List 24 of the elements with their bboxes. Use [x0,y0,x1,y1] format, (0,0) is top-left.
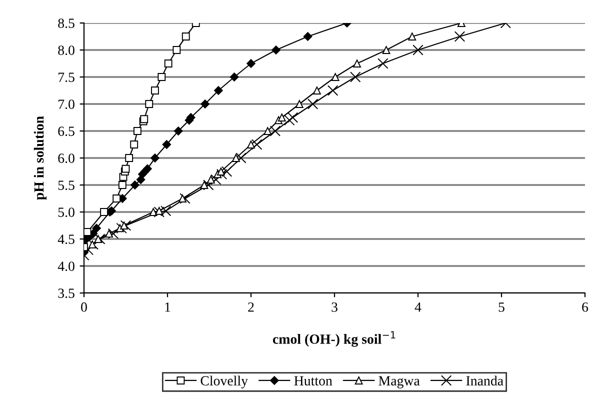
x-tick-label: 0 [81,302,87,312]
y-tick-label: 6.0 [58,154,74,164]
x-tick-label: 4 [414,302,422,312]
x-tick-label: 1 [165,302,170,312]
y-tick-label: 7.5 [58,72,74,82]
legend-label: Hutton [294,376,332,386]
x-tick-label: 6 [582,302,588,312]
y-axis-title: pH in solution [34,116,46,200]
y-tick-label: 4.5 [58,234,74,244]
y-tick-label: 5.5 [58,180,74,190]
legend-label: Inanda [466,376,504,386]
y-tick-label: 3.5 [58,288,74,298]
y-tick-label: 6.5 [58,126,74,136]
x-tick-label: 5 [498,302,504,312]
y-tick-label: 4.0 [58,262,74,272]
x-tick-label: 2 [248,302,254,312]
y-tick-label: 8.0 [58,46,74,56]
y-tick-label: 8.5 [58,18,74,28]
legend-label: Magwa [378,376,420,388]
y-tick-label: 5.0 [58,208,74,218]
x-tick-label: 3 [332,302,338,312]
legend-label: Clovelly [200,376,248,388]
x-axis-title: cmol (OH-) kg soil$^{−1}$ [272,331,396,347]
y-tick-label: 7.0 [58,100,74,110]
